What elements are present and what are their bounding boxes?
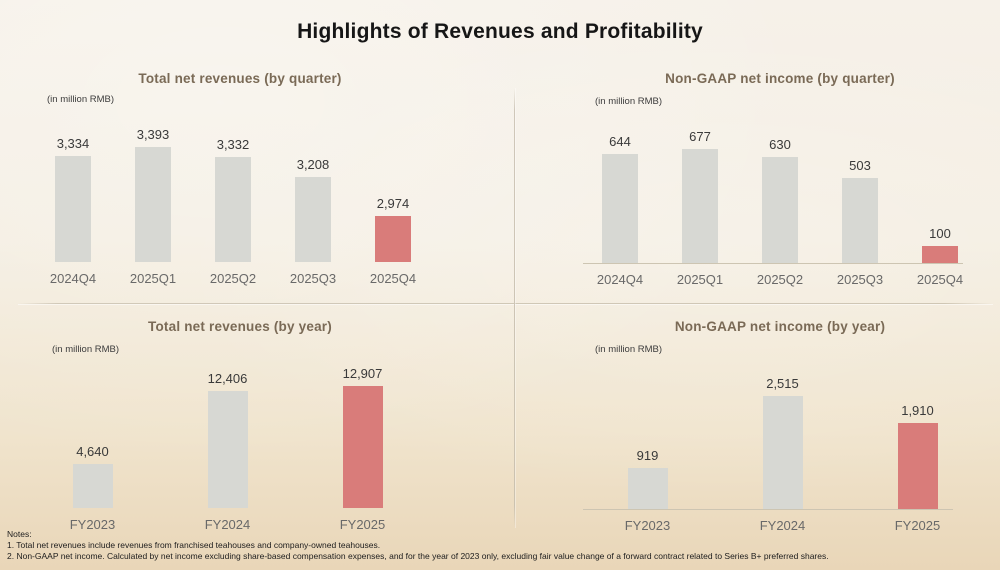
note-item: 1. Total net revenues include revenues f… — [7, 539, 381, 550]
bar-group: 2,974 2025Q4 — [353, 196, 433, 290]
x-axis-label: 2025Q2 — [756, 272, 804, 287]
bar-group: 3,208 2025Q3 — [273, 157, 353, 290]
bar-value-label: 2,974 — [376, 196, 410, 212]
bar-value-label: 3,208 — [296, 157, 330, 173]
bar-group: 503 2025Q3 — [820, 158, 900, 291]
bar-2025q3 — [842, 178, 878, 263]
bar-group: 3,332 2025Q2 — [193, 137, 273, 290]
bar-value-label: 3,332 — [216, 136, 250, 152]
bar-2025q4 — [922, 246, 958, 263]
bar-plot: 4,640 FY2023 12,406 FY2024 12,907 FY2025 — [25, 366, 430, 536]
horizontal-divider — [18, 303, 993, 304]
vertical-divider — [514, 88, 515, 528]
x-axis-label: 2025Q1 — [129, 271, 177, 286]
chart-title: Total net revenues (by quarter) — [138, 71, 342, 86]
note-item: 2. Non-GAAP net income. Calculated by ne… — [7, 550, 829, 561]
chart-title: Non-GAAP net income (by quarter) — [665, 71, 895, 86]
footnotes: Notes: 1. Total net revenues include rev… — [7, 529, 997, 561]
unit-label: (in million RMB) — [595, 96, 663, 107]
bar-plot: 919 FY2023 2,515 FY2024 1,910 FY2025 — [580, 376, 985, 537]
notes-label: Notes: — [7, 529, 32, 539]
bar-value-label: 3,334 — [56, 136, 90, 152]
bar-group: 12,406 FY2024 — [160, 371, 295, 536]
bar-value-label: 2,515 — [766, 375, 799, 391]
bar-value-label: 100 — [929, 226, 951, 242]
bar-group: 3,393 2025Q1 — [113, 127, 193, 291]
bar-group: 12,907 FY2025 — [295, 366, 430, 536]
bar-group: 677 2025Q1 — [660, 129, 740, 291]
bar-value-label: 1,910 — [901, 403, 934, 418]
bar-2024q4 — [55, 156, 91, 262]
x-axis-label: 2025Q2 — [209, 271, 257, 286]
bar-value-label: 644 — [609, 134, 631, 150]
bar-group: 644 2024Q4 — [580, 134, 660, 291]
bar-2025q1 — [682, 148, 718, 263]
unit-label: (in million RMB) — [595, 344, 663, 355]
bar-2025q4 — [375, 216, 411, 262]
bar-group: 919 FY2023 — [580, 448, 715, 537]
x-axis-label: 2025Q4 — [916, 272, 964, 287]
bar-value-label: 12,406 — [207, 370, 248, 386]
x-axis-label: FY2023 — [624, 518, 671, 533]
bar-2025q2 — [762, 156, 798, 263]
bar-2025q1 — [135, 146, 171, 262]
bar-group: 4,640 FY2023 — [25, 444, 160, 536]
chart-title: Non-GAAP net income (by year) — [674, 319, 886, 334]
bar-value-label: 677 — [689, 128, 711, 144]
bar-value-label: 4,640 — [76, 444, 109, 460]
bar-group: 630 2025Q2 — [740, 137, 820, 291]
x-axis-label: FY2025 — [894, 518, 941, 533]
bar-value-label: 630 — [769, 136, 791, 152]
bar-fy2023 — [72, 464, 113, 508]
bar-group: 1,910 FY2025 — [850, 403, 985, 537]
bar-fy2025 — [342, 385, 383, 508]
x-axis-label: FY2024 — [759, 518, 806, 533]
x-axis-label: 2025Q4 — [369, 271, 417, 286]
x-axis-label: 2025Q3 — [836, 272, 884, 287]
unit-label: (in million RMB) — [47, 94, 115, 105]
bar-2025q2 — [215, 156, 251, 262]
bar-group: 2,515 FY2024 — [715, 376, 850, 537]
bar-value-label: 12,907 — [342, 365, 383, 381]
x-axis-line — [583, 509, 953, 510]
bar-group: 100 2025Q4 — [900, 226, 980, 291]
bar-fy2024 — [762, 395, 803, 509]
bar-fy2024 — [207, 390, 248, 508]
bar-plot: 3,334 2024Q4 3,393 2025Q1 3,332 2025Q2 3,208 20… — [33, 127, 433, 291]
bar-2025q3 — [295, 177, 331, 262]
bar-2024q4 — [602, 154, 638, 263]
page-title: Highlights of Revenues and Profitability — [297, 20, 703, 43]
x-axis-label: FY2025 — [339, 517, 386, 532]
x-axis-label: FY2023 — [69, 517, 116, 532]
unit-label: (in million RMB) — [52, 344, 120, 355]
x-axis-label: 2025Q3 — [289, 271, 337, 286]
bar-group: 3,334 2024Q4 — [33, 136, 113, 290]
bar-value-label: 919 — [636, 447, 659, 463]
bar-fy2023 — [627, 467, 668, 509]
x-axis-label: 2024Q4 — [49, 271, 97, 286]
chart-title: Total net revenues (by year) — [148, 319, 332, 334]
x-axis-label: 2025Q1 — [676, 272, 724, 287]
x-axis-line — [583, 263, 963, 264]
bar-value-label: 503 — [849, 158, 871, 174]
x-axis-label: 2024Q4 — [596, 272, 644, 287]
bar-fy2025 — [897, 423, 938, 509]
x-axis-label: FY2024 — [204, 517, 251, 532]
bar-plot: 644 2024Q4 677 2025Q1 630 2025Q2 503 2025Q3 100 2… — [580, 129, 980, 291]
bar-value-label: 3,393 — [136, 126, 170, 142]
